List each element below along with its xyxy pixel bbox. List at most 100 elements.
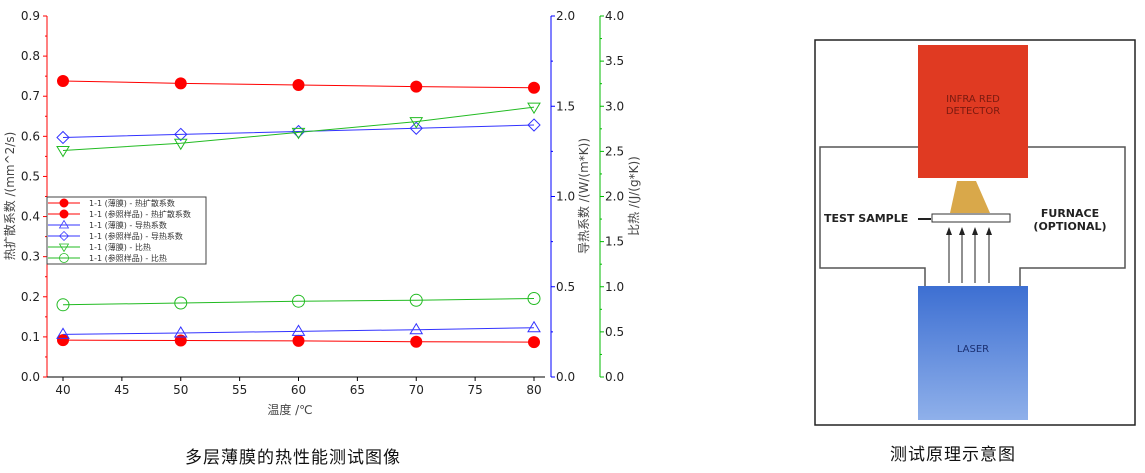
data-point	[291, 127, 306, 140]
data-point	[174, 334, 187, 347]
legend-marker	[58, 230, 70, 242]
x-tick-label: 75	[467, 383, 482, 397]
y-tick-label: 0.0	[21, 370, 40, 384]
y-tick-label: 0.6	[21, 129, 40, 143]
data-point	[292, 78, 305, 91]
legend-marker	[59, 198, 69, 208]
right2-tick-label: 2.0	[605, 190, 624, 204]
y-tick-label: 0.4	[21, 210, 40, 224]
right2-tick-label: 1.5	[605, 235, 624, 249]
detector-label: INFRA RED	[946, 94, 1000, 105]
right2-tick-label: 3.0	[605, 99, 624, 113]
series-line-4	[62, 106, 535, 151]
arrow-head	[972, 227, 978, 235]
data-point	[56, 327, 70, 339]
x-tick-label: 50	[173, 383, 188, 397]
arrow-head	[959, 227, 965, 235]
y-tick-label: 0.8	[21, 49, 40, 63]
legend-label: 1-1 (薄膜) - 导热系数	[89, 220, 167, 230]
data-point	[291, 324, 306, 336]
right1-tick-label: 2.0	[556, 9, 575, 23]
furnace-outline	[819, 146, 1126, 286]
data-point	[292, 294, 305, 308]
diagram-caption: 测试原理示意图	[890, 445, 1016, 465]
detector-box	[918, 45, 1028, 178]
legend-label: 1-1 (参照样品) - 热扩散系数	[89, 209, 191, 219]
series-line-2	[62, 327, 535, 335]
x-tick-label: 60	[291, 383, 306, 397]
data-point	[57, 334, 69, 347]
y-tick-label: 0.9	[21, 9, 40, 23]
data-point	[528, 336, 540, 349]
y-tick-label: 0.3	[21, 250, 40, 264]
x-tick-label: 40	[55, 383, 70, 397]
right1-tick-label: 1.0	[556, 190, 575, 204]
heat-cone	[950, 181, 990, 213]
legend-label: 1-1 (薄膜) - 比热	[89, 242, 151, 252]
data-point	[527, 291, 541, 305]
right2-tick-label: 2.5	[605, 144, 624, 158]
x-axis-label: 温度 /℃	[267, 402, 312, 417]
right2-tick-label: 1.0	[605, 280, 624, 294]
y-tick-label: 0.1	[21, 330, 40, 344]
data-point	[410, 80, 423, 93]
data-point	[527, 118, 541, 132]
data-point	[56, 130, 70, 145]
legend-label: 1-1 (参照样品) - 导热系数	[89, 231, 183, 241]
data-point	[174, 296, 188, 310]
y-tick-label: 0.7	[21, 89, 40, 103]
arrow-head	[946, 227, 952, 235]
legend-label: 1-1 (参照样品) - 比热	[89, 253, 167, 263]
data-point	[174, 127, 188, 142]
right1-tick-label: 0.5	[556, 280, 575, 294]
data-point	[409, 293, 423, 307]
arrow-head	[986, 227, 992, 235]
y-tick-label: 0.5	[21, 169, 40, 183]
data-point	[292, 334, 305, 347]
series-line-3	[62, 124, 535, 138]
left-axis-label: 热扩散系数 /(mm^2/s)	[2, 132, 17, 261]
chart-caption: 多层薄膜的热性能测试图像	[185, 448, 401, 468]
right1-tick-label: 0.0	[556, 370, 575, 384]
data-point	[410, 335, 423, 348]
data-point	[57, 74, 69, 87]
legend-box	[46, 196, 207, 265]
data-point	[528, 81, 540, 94]
furnace-label: FURNACE	[1041, 207, 1099, 220]
y-tick-label: 0.2	[21, 290, 40, 304]
data-point	[56, 298, 70, 312]
right1-axis-label: 导热系数 /(W/(m*K))	[576, 138, 591, 254]
series-line-5	[62, 297, 535, 306]
right2-tick-label: 0.5	[605, 325, 624, 339]
right2-tick-label: 4.0	[605, 9, 624, 23]
test-sample	[931, 213, 1011, 223]
x-tick-label: 45	[114, 383, 129, 397]
data-point	[56, 145, 70, 158]
laser-label: LASER	[957, 344, 989, 355]
x-tick-label: 80	[526, 383, 541, 397]
furnace-label: (OPTIONAL)	[1033, 220, 1106, 233]
x-tick-label: 70	[409, 383, 424, 397]
x-tick-label: 65	[350, 383, 365, 397]
detector-label: DETECTOR	[946, 106, 1000, 117]
diagram-frame	[814, 39, 1136, 426]
thermal-properties-chart: 0.0 0.1 0.2 0.3 0.4 0.5 0.6 0.7 0.8 0.9 0.0 0.5 1.0 1…	[2, 9, 641, 417]
legend-marker	[58, 219, 70, 229]
data-point	[409, 322, 424, 335]
data-point	[527, 102, 541, 115]
data-point	[409, 121, 423, 135]
right1-tick-label: 1.5	[556, 99, 575, 113]
data-point	[527, 320, 541, 333]
data-point	[174, 77, 187, 90]
right2-tick-label: 3.5	[605, 54, 624, 68]
laser-box	[918, 286, 1028, 420]
data-point	[409, 117, 424, 129]
x-tick-label: 55	[232, 383, 247, 397]
data-point	[173, 138, 188, 151]
data-point	[173, 325, 188, 338]
legend-marker	[59, 253, 69, 263]
legend-label: 1-1 (薄膜) - 热扩散系数	[89, 198, 175, 208]
right2-axis-label: 比热 /(J/(g*K))	[627, 156, 641, 236]
right2-tick-label: 0.0	[605, 370, 624, 384]
